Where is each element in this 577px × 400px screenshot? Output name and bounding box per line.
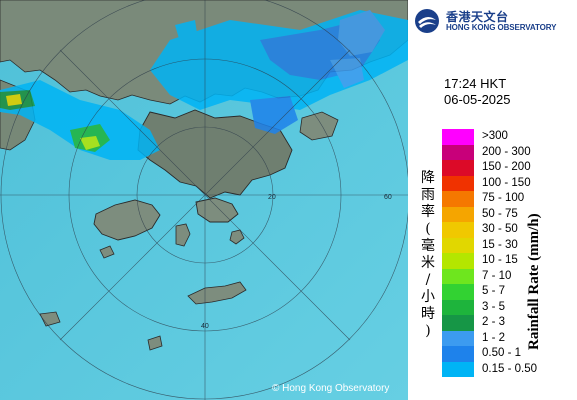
legend-range-label: 50 - 75: [482, 207, 518, 220]
legend-title-cn-char: ): [425, 323, 431, 339]
legend-swatch: [442, 129, 474, 145]
legend-range-label: 10 - 15: [482, 254, 518, 266]
radar-map-canvas: 60 40 20: [0, 0, 408, 400]
legend-title-cn-char: 雨: [421, 187, 435, 203]
legend-swatch: [442, 361, 474, 377]
lamma-island: [175, 223, 191, 247]
legend-title-cn-char: 小: [421, 289, 435, 305]
legend-range-label: 150 - 200: [482, 161, 531, 173]
legend-swatch: [442, 160, 474, 176]
hong-kong-land: [137, 109, 293, 199]
legend-swatch: [442, 191, 474, 207]
legend-range-label: 30 - 50: [482, 223, 518, 235]
hong-kong-island: [195, 197, 239, 223]
soko-islands: [99, 245, 115, 259]
lantau-island: [93, 199, 161, 241]
range-label-40: 40: [201, 323, 209, 330]
legend-range-label: >300: [482, 130, 508, 142]
legend-range-label: 75 - 100: [482, 192, 525, 204]
rain-echoes: [0, 10, 408, 160]
po-toi-island: [229, 229, 245, 245]
wanshan-island-2: [39, 311, 61, 327]
legend-swatch: [442, 144, 474, 160]
legend-title-cn-char: 降: [421, 170, 435, 186]
legend-title-cn-char: 率: [421, 204, 435, 220]
east-island: [299, 111, 339, 141]
hko-emblem-icon: [415, 9, 439, 33]
legend-title-cn: 降 雨 率 ( 毫 米 / 小 時 ): [418, 170, 438, 340]
legend-swatch: [442, 175, 474, 191]
timestamp: 17:24 HKT 06-05-2025: [444, 76, 511, 108]
legend-range-label: 0.50 - 1: [482, 347, 521, 359]
legend-range-label: 7 - 10: [482, 269, 512, 282]
legend-range-label: 3 - 5: [482, 300, 506, 313]
legend-range-label: 15 - 30: [482, 238, 518, 251]
legend-swatch: [442, 284, 474, 300]
legend-range-label: 1 - 2: [482, 331, 506, 344]
timestamp-date: 06-05-2025: [444, 92, 511, 107]
legend-title-cn-char: /: [425, 272, 431, 288]
legend-title-en: Rainfall Rate (mm/h): [526, 213, 542, 350]
legend-swatch: [442, 299, 474, 315]
org-name-en: HONG KONG OBSERVATORY: [446, 23, 557, 32]
radar-map[interactable]: 60 40 20 © Hong Kong Observatory: [0, 0, 408, 400]
legend-title-cn-char: (: [425, 221, 431, 237]
legend-range-label: 0.15 - 0.50: [482, 362, 537, 375]
legend-swatch: [442, 346, 474, 362]
legend-swatch: [442, 315, 474, 331]
legend-title-cn-char: 毫: [421, 238, 435, 254]
range-rings: [0, 0, 408, 400]
legend-title-cn-char: 米: [421, 255, 435, 271]
org-name-cn: 香港天文台: [446, 10, 509, 24]
legend-swatch: [442, 253, 474, 269]
legend-panel: 香港天文台 HONG KONG OBSERVATORY 17:24 HKT 06…: [408, 0, 577, 400]
legend-range-label: 2 - 3: [482, 316, 506, 328]
legend-title-cn-char: 時: [421, 306, 435, 322]
hko-logo: 香港天文台 HONG KONG OBSERVATORY: [414, 6, 574, 34]
legend-swatch: [442, 206, 474, 222]
legend-swatch: [442, 222, 474, 238]
copyright-text: © Hong Kong Observatory: [272, 383, 390, 394]
legend-swatch: [442, 330, 474, 346]
timestamp-time: 17:24 HKT: [444, 76, 507, 91]
range-label-20: 20: [268, 194, 276, 201]
legend-swatch: [442, 268, 474, 284]
legend-range-label: 200 - 300: [482, 145, 531, 158]
wanshan-island-3: [147, 335, 163, 351]
legend-range-label: 100 - 150: [482, 176, 531, 189]
legend-swatch: [442, 237, 474, 253]
legend-range-label: 5 - 7: [482, 285, 506, 297]
range-label-60: 60: [384, 194, 392, 201]
wanshan-island-1: [187, 281, 247, 305]
